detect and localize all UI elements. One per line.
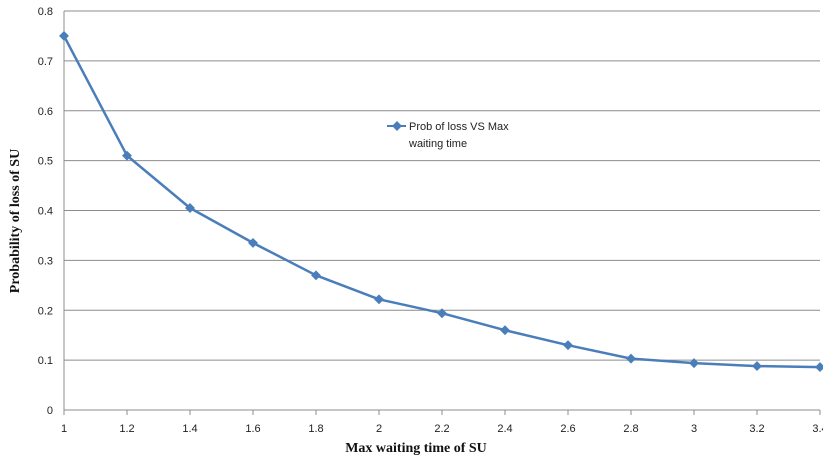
y-axis-title: Probability of loss of SU	[8, 149, 23, 293]
legend-label-line1: Prob of loss VS Max	[409, 121, 509, 133]
x-tick-label-0: 1	[61, 423, 67, 435]
data-point-1	[122, 150, 132, 161]
y-tick-labels: 0 0.1 0.2 0.3 0.4 0.5 0.6 0.7 0.8	[38, 6, 53, 417]
data-point-8	[563, 340, 573, 351]
y-tick-label-1: 0.1	[38, 355, 53, 367]
y-tick-label-7: 0.7	[38, 56, 53, 68]
data-point-7	[500, 325, 510, 336]
x-tick-label-3: 1.6	[245, 423, 260, 435]
legend-marker-swatch	[392, 121, 402, 131]
data-point-6	[437, 308, 447, 319]
data-point-10	[689, 358, 699, 369]
x-tick-label-10: 3	[691, 423, 697, 435]
x-tick-labels: 1 1.2 1.4 1.6 1.8 2 2.2 2.4 2.6 2.8 3 3.2 3.4	[61, 423, 823, 435]
y-tick-label-0: 0	[47, 405, 53, 417]
x-tick-label-2: 1.4	[182, 423, 197, 435]
x-tick-label-5: 2	[376, 423, 382, 435]
x-axis-title: Max waiting time of SU	[345, 441, 487, 456]
x-tick-label-12: 3.4	[812, 423, 823, 435]
data-point-0	[59, 30, 69, 41]
x-tick-label-8: 2.6	[560, 423, 575, 435]
x-tick-label-1: 1.2	[119, 423, 134, 435]
y-tick-label-6: 0.6	[38, 106, 53, 118]
data-point-5	[374, 294, 384, 305]
data-point-12	[815, 362, 823, 373]
x-tick-label-6: 2.2	[434, 423, 449, 435]
y-tick-label-4: 0.4	[38, 206, 53, 218]
data-point-4	[311, 270, 321, 281]
x-tick-label-9: 2.8	[623, 423, 638, 435]
data-point-9	[626, 353, 636, 364]
y-tick-label-3: 0.3	[38, 255, 53, 267]
x-tick-label-11: 3.2	[749, 423, 764, 435]
data-point-11	[752, 361, 762, 372]
y-tick-label-2: 0.2	[38, 305, 53, 317]
axes	[63, 11, 821, 415]
data-point-2	[185, 203, 195, 213]
legend: Prob of loss VS Max waiting time	[387, 121, 509, 150]
y-tick-label-5: 0.5	[38, 156, 53, 168]
grid-lines	[64, 10, 820, 361]
y-tick-label-8: 0.8	[38, 6, 53, 18]
x-tick-label-7: 2.4	[497, 423, 512, 435]
legend-label-line2: waiting time	[408, 138, 467, 150]
data-points	[59, 30, 823, 373]
data-point-3	[248, 237, 258, 248]
x-tick-label-4: 1.8	[308, 423, 323, 435]
